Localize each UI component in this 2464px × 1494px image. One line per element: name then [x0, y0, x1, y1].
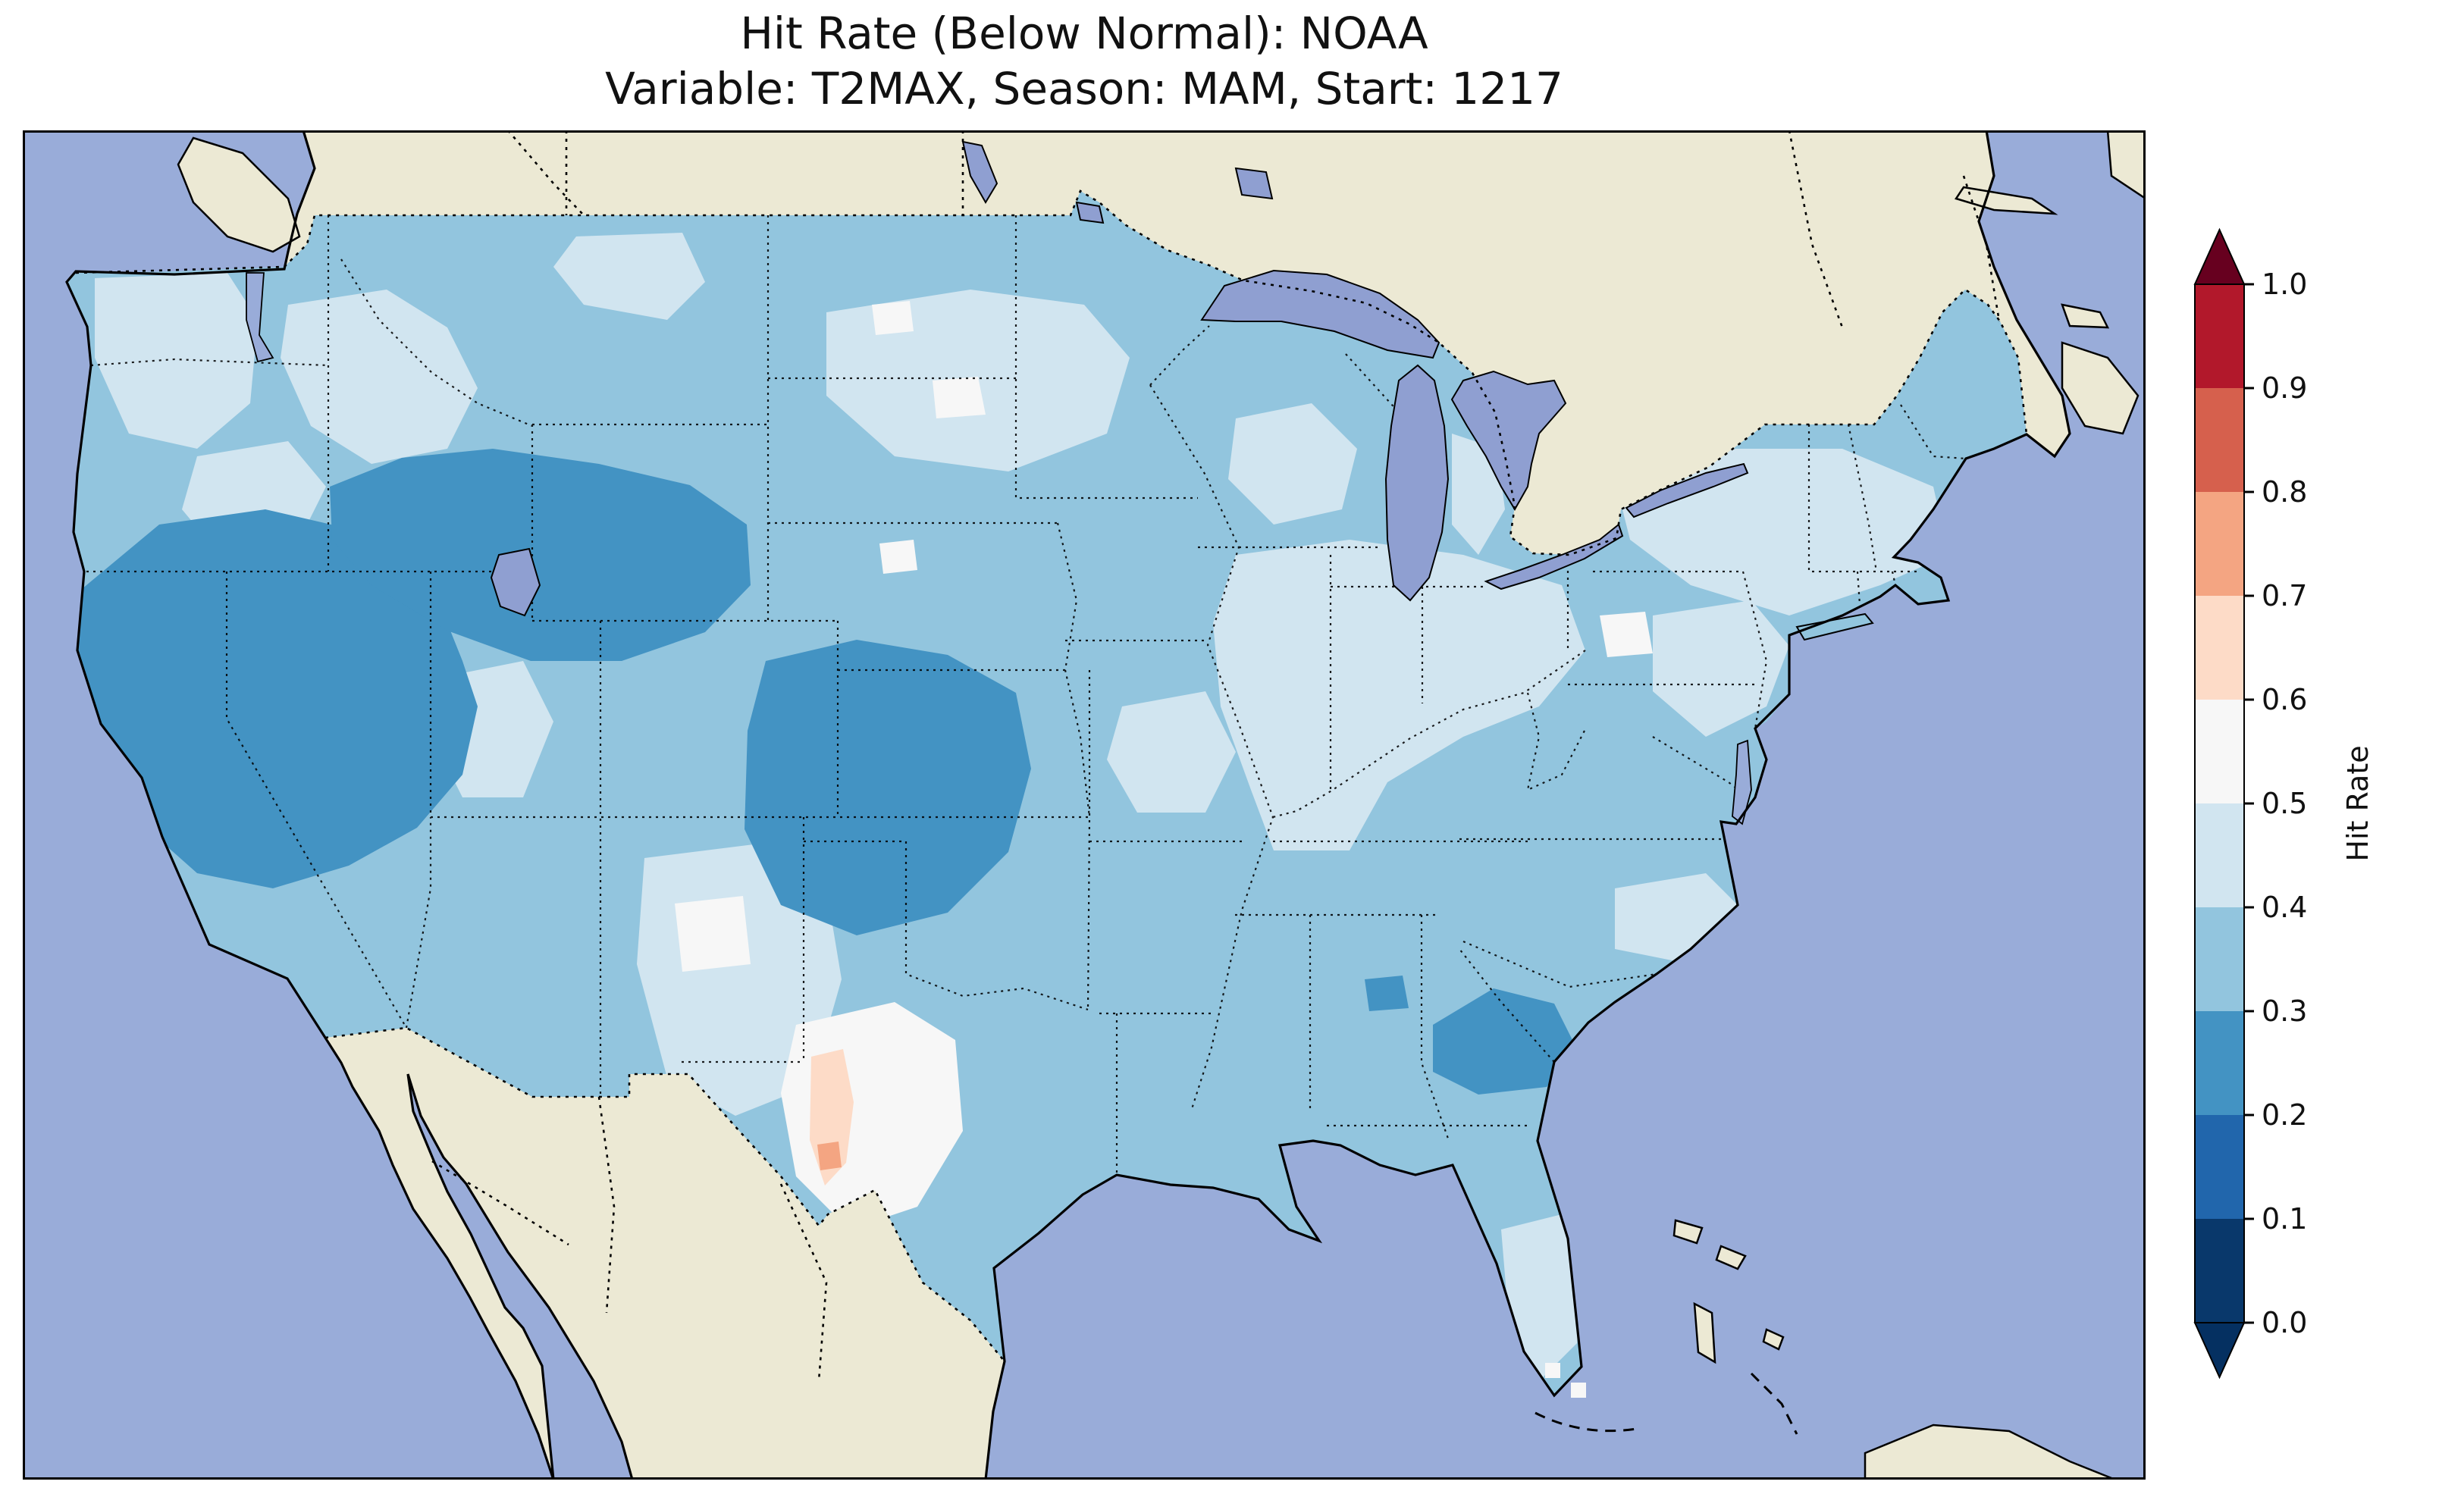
artifact-pixel-1 [1545, 1363, 1560, 1378]
water-details [246, 272, 1752, 825]
lake-winnipeg [961, 140, 998, 204]
anticosti-island [1955, 186, 2058, 215]
lake-nipigon [1234, 167, 1274, 200]
international-borders [75, 130, 2028, 1382]
map-canvas [23, 130, 2146, 1480]
colorbar-ticks [2244, 283, 2254, 1324]
bahama-island-2 [1715, 1245, 1747, 1270]
colorbar-seg-0.4-0.5 [2195, 803, 2244, 907]
axes-frame [23, 130, 2146, 1480]
patch-alabama-dark [1365, 976, 1409, 1011]
artifact-pixel-2 [1571, 1383, 1586, 1398]
state-borders [80, 215, 1967, 1175]
lake-ontario [1625, 462, 1749, 518]
chart-title: Hit Rate (Below Normal): NOAA [740, 8, 1428, 59]
patch-missouri-light [1107, 691, 1236, 813]
nova-scotia [2061, 341, 2140, 435]
bahama-island-3 [1762, 1328, 1785, 1351]
tick-label-0.8: 0.8 [2262, 475, 2307, 509]
colorbar-under-arrow [2193, 1322, 2246, 1380]
great-salt-lake [490, 547, 541, 617]
patch-california-nevada-dark [67, 509, 478, 888]
patch-nw-montana-light [553, 233, 705, 320]
colorbar-seg-0.2-0.3 [2195, 1011, 2244, 1115]
colorbar-seg-0.0-0.1 [2195, 1219, 2244, 1323]
patch-midatlantic-light [1653, 600, 1789, 737]
prince-edward-island [2061, 303, 2110, 329]
tick-label-0.9: 0.9 [2262, 371, 2307, 405]
us-mexico-border [324, 1026, 1005, 1362]
cuba [1864, 1424, 2116, 1480]
patch-west-washington-light [95, 273, 258, 449]
colorbar-seg-0.6-0.7 [2195, 596, 2244, 700]
tick-label-0.6: 0.6 [2262, 683, 2307, 716]
patch-pennsylvania-white [1600, 612, 1653, 657]
colorbar-axis-label: Hit Rate [2341, 745, 2375, 861]
mexico-state-borders [431, 1096, 828, 1382]
dashed-coastlines [1535, 1372, 1798, 1435]
bimini-chain [1750, 1372, 1798, 1435]
tick-label-1.0: 1.0 [2262, 268, 2307, 301]
colorbar-seg-0.7-0.8 [2195, 492, 2244, 596]
patch-nebraska-white [879, 540, 917, 574]
florida-keys [1535, 1411, 1642, 1433]
us-canada-border [75, 189, 2028, 556]
colorbar-over-arrow [2193, 227, 2246, 285]
colorbar-seg-0.5-0.6 [2195, 700, 2244, 803]
canada-province-borders [507, 130, 2001, 328]
tick-label-0.5: 0.5 [2262, 787, 2307, 820]
colorbar-seg-0.9-1.0 [2195, 284, 2244, 388]
patch-montana-wyoming-dark [330, 449, 751, 661]
us-hitrate-patches [67, 215, 1967, 1381]
long-island [1795, 612, 1874, 641]
great-lakes [490, 140, 1749, 617]
tick-label-0.7: 0.7 [2262, 579, 2307, 612]
lake-erie [1484, 523, 1624, 590]
newfoundland-corner [2106, 130, 2146, 200]
patch-north-dakota-white [872, 301, 914, 335]
bahama-island-1 [1672, 1219, 1704, 1245]
lake-of-the-woods [1075, 201, 1105, 224]
patch-south-texas-orange [817, 1142, 842, 1170]
tick-label-0.2: 0.2 [2262, 1098, 2307, 1132]
lake-huron [1450, 370, 1567, 511]
tick-label-0.4: 0.4 [2262, 891, 2307, 924]
colorbar-segments [2195, 284, 2244, 1323]
colorbar-seg-0.3-0.4 [2195, 907, 2244, 1011]
chart-title-block: Hit Rate (Below Normal): NOAA Variable: … [23, 6, 2146, 117]
andros-island [1693, 1301, 1716, 1364]
tick-label-0.3: 0.3 [2262, 994, 2307, 1028]
chart-subtitle: Variable: T2MAX, Season: MAM, Start: 121… [605, 63, 1563, 115]
vancouver-island [177, 136, 301, 253]
lake-michigan [1384, 364, 1450, 602]
chesapeake-bay [1732, 739, 1752, 825]
patch-south-florida-light [1501, 1214, 1585, 1381]
tick-label-0.0: 0.0 [2262, 1306, 2307, 1339]
patch-wisconsin-light [1228, 403, 1357, 525]
patch-oklahoma-dark [745, 640, 1031, 935]
patch-idaho-light [281, 290, 478, 464]
colorbar: 1.0 0.9 0.8 0.7 0.6 0.5 0.4 0.3 0.2 0.1 … [2193, 227, 2375, 1380]
patch-south-dakota-white [933, 377, 986, 418]
patch-florida-dark [1433, 988, 1577, 1095]
colorbar-tick-labels: 1.0 0.9 0.8 0.7 0.6 0.5 0.4 0.3 0.2 0.1 … [2262, 268, 2307, 1339]
patch-ohio-valley-light [1213, 540, 1585, 850]
patch-new-mexico-white [675, 896, 751, 972]
puget-sound [246, 272, 274, 363]
colorbar-seg-0.1-0.2 [2195, 1115, 2244, 1219]
lake-superior [1200, 269, 1440, 359]
tick-label-0.1: 0.1 [2262, 1202, 2307, 1236]
colorbar-seg-0.8-0.9 [2195, 388, 2244, 492]
islands-group [177, 130, 2146, 1480]
